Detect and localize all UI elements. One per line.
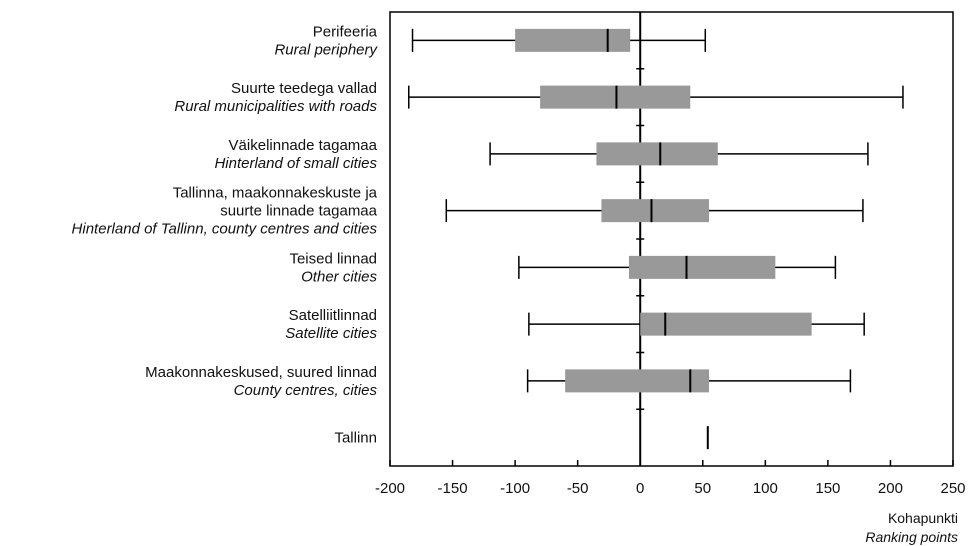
category-label-et: Perifeeria [313, 23, 378, 40]
iqr-box [601, 199, 710, 223]
category-label-en: Other cities [301, 268, 377, 285]
plot-frame [389, 11, 954, 467]
x-tick-label: 50 [694, 480, 711, 497]
category-label-en: County centres, cities [234, 382, 378, 399]
category-label-et: Maakonnakeskused, suured linnad [145, 364, 377, 381]
category-label-et: Tallinn [334, 430, 377, 447]
box-group [518, 255, 837, 279]
x-tick-label: 100 [753, 480, 778, 497]
category-label-et: Satelliitlinnad [289, 307, 377, 324]
category-label-et: Tallinna, maakonnakeskuste ja [173, 185, 378, 202]
x-tick-label: -100 [500, 480, 530, 497]
iqr-box [628, 255, 776, 279]
category-label-et: Väikelinnade tagamaa [229, 137, 378, 154]
x-tick-label: 150 [815, 480, 840, 497]
box-layer [408, 28, 904, 450]
x-tick-label: -50 [567, 480, 589, 497]
category-label-et: Teised linnad [289, 250, 377, 267]
box-group [411, 28, 707, 52]
box-group [528, 312, 865, 336]
category-label-en: Rural municipalities with roads [174, 98, 377, 115]
x-axis-title-en: Ranking points [865, 529, 958, 545]
x-tick-label: -150 [438, 480, 468, 497]
x-tick-label: 200 [878, 480, 903, 497]
category-label-en: Rural periphery [274, 41, 378, 58]
x-tick-label: -200 [375, 480, 405, 497]
iqr-box [565, 369, 710, 393]
box-group [445, 199, 864, 223]
x-tick-label: 0 [636, 480, 644, 497]
category-label-en: Hinterland of Tallinn, county centres an… [72, 221, 378, 238]
iqr-box [515, 28, 631, 52]
iqr-box [640, 312, 812, 336]
category-label-et: Suurte teedega vallad [231, 80, 377, 97]
x-axis-title: Kohapunkti [888, 510, 958, 526]
x-axis-ticks: -200 -150 -100 -50 0 50 100 150 200 250 [375, 460, 966, 497]
category-label-et: suurte linnade tagamaa [220, 203, 377, 220]
box-group [489, 142, 869, 166]
category-label-en: Satellite cities [285, 325, 377, 342]
box-group [408, 85, 904, 109]
plot-layer [389, 11, 954, 467]
category-label-en: Hinterland of small cities [214, 155, 377, 172]
iqr-box [596, 142, 718, 166]
x-tick-label: 250 [940, 480, 965, 497]
iqr-box [540, 85, 691, 109]
box-group [526, 369, 852, 393]
